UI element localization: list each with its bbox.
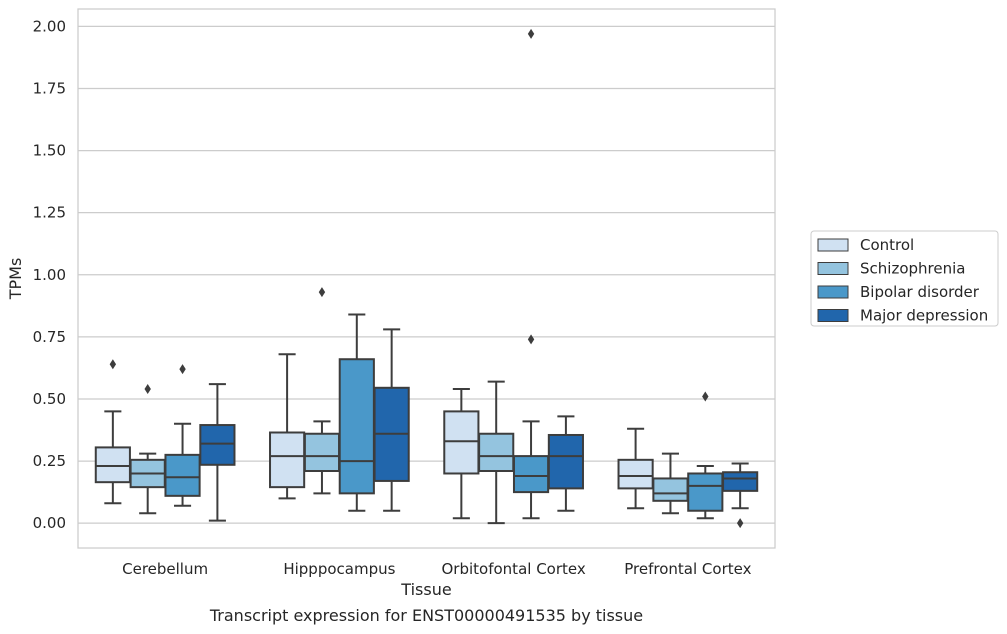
box-control — [443, 388, 480, 520]
box-iqr — [303, 432, 341, 473]
box-iqr — [199, 424, 236, 466]
box-control — [269, 353, 306, 500]
outlier-marker — [527, 334, 535, 345]
legend-label: Control — [860, 236, 914, 254]
box-iqr — [269, 431, 306, 489]
outlier-marker — [179, 364, 186, 375]
y-tick-label: 0.25 — [33, 452, 66, 470]
y-tick-label: 2.00 — [33, 17, 66, 35]
box-iqr — [338, 358, 375, 495]
y-axis-ticks: 0.00 0.25 0.50 0.75 1.00 1.25 1.50 1.75 2.00 — [33, 17, 66, 532]
y-tick-label: 0.00 — [33, 514, 66, 532]
legend-label: Bipolar disorder — [860, 283, 980, 301]
outlier-marker — [736, 518, 744, 529]
y-tick-label: 1.50 — [33, 142, 66, 160]
x-axis-title: Tissue — [400, 580, 451, 599]
box-iqr — [478, 432, 515, 473]
outlier-marker — [702, 391, 709, 402]
box-schizophrenia — [478, 380, 515, 525]
legend-label: Major depression — [860, 307, 988, 325]
box-bipolar-disorder — [338, 313, 375, 512]
box-bipolar-disorder — [687, 391, 724, 520]
figure-caption: Transcript expression for ENST0000049153… — [209, 606, 644, 625]
box-bipolar-disorder — [512, 28, 550, 520]
y-axis-title: TPMs — [6, 258, 25, 301]
outlier-marker — [527, 28, 535, 39]
legend-swatch — [817, 238, 849, 252]
legend-label: Schizophrenia — [860, 260, 965, 278]
x-tick-label: Hipppocampus — [283, 560, 395, 578]
box-iqr — [94, 446, 131, 484]
box-major-depression — [722, 462, 759, 529]
box-iqr — [652, 477, 689, 502]
box-major-depression — [373, 328, 410, 512]
x-tick-label: Orbitofontal Cortex — [442, 560, 586, 578]
y-tick-label: 1.75 — [33, 79, 66, 97]
box-schizophrenia — [129, 384, 166, 515]
legend-swatch — [817, 309, 849, 322]
outlier-marker — [318, 287, 326, 298]
x-tick-label: Prefrontal Cortex — [624, 560, 751, 578]
outlier-marker — [144, 384, 151, 395]
box-iqr — [164, 453, 201, 497]
box-major-depression — [199, 383, 236, 522]
x-tick-label: Cerebellum — [122, 560, 208, 578]
box-control — [617, 427, 654, 510]
box-iqr — [443, 410, 480, 475]
box-iqr — [722, 471, 759, 492]
y-tick-label: 0.75 — [33, 328, 66, 346]
y-tick-label: 1.00 — [33, 266, 66, 284]
legend: Control Schizophrenia Bipolar disorder Majo… — [810, 230, 999, 327]
box-iqr — [617, 458, 654, 490]
y-tick-label: 0.50 — [33, 390, 66, 408]
box-schizophrenia — [303, 287, 341, 495]
box-bipolar-disorder — [164, 364, 201, 507]
box-control — [94, 359, 131, 505]
plot-frame — [77, 8, 776, 549]
legend-frame — [810, 230, 999, 327]
legend-swatch — [817, 262, 849, 275]
box-schizophrenia — [652, 452, 689, 515]
box-plot-area — [94, 28, 759, 529]
box-iqr — [512, 455, 550, 494]
legend-swatch — [817, 285, 849, 299]
y-tick-label: 1.25 — [33, 204, 66, 222]
x-axis-ticks: Cerebellum Hipppocampus Orbitofontal Corte… — [122, 560, 751, 578]
box-iqr — [687, 472, 724, 512]
box-iqr — [547, 433, 584, 490]
box-major-depression — [547, 415, 584, 512]
outlier-marker — [109, 359, 117, 370]
